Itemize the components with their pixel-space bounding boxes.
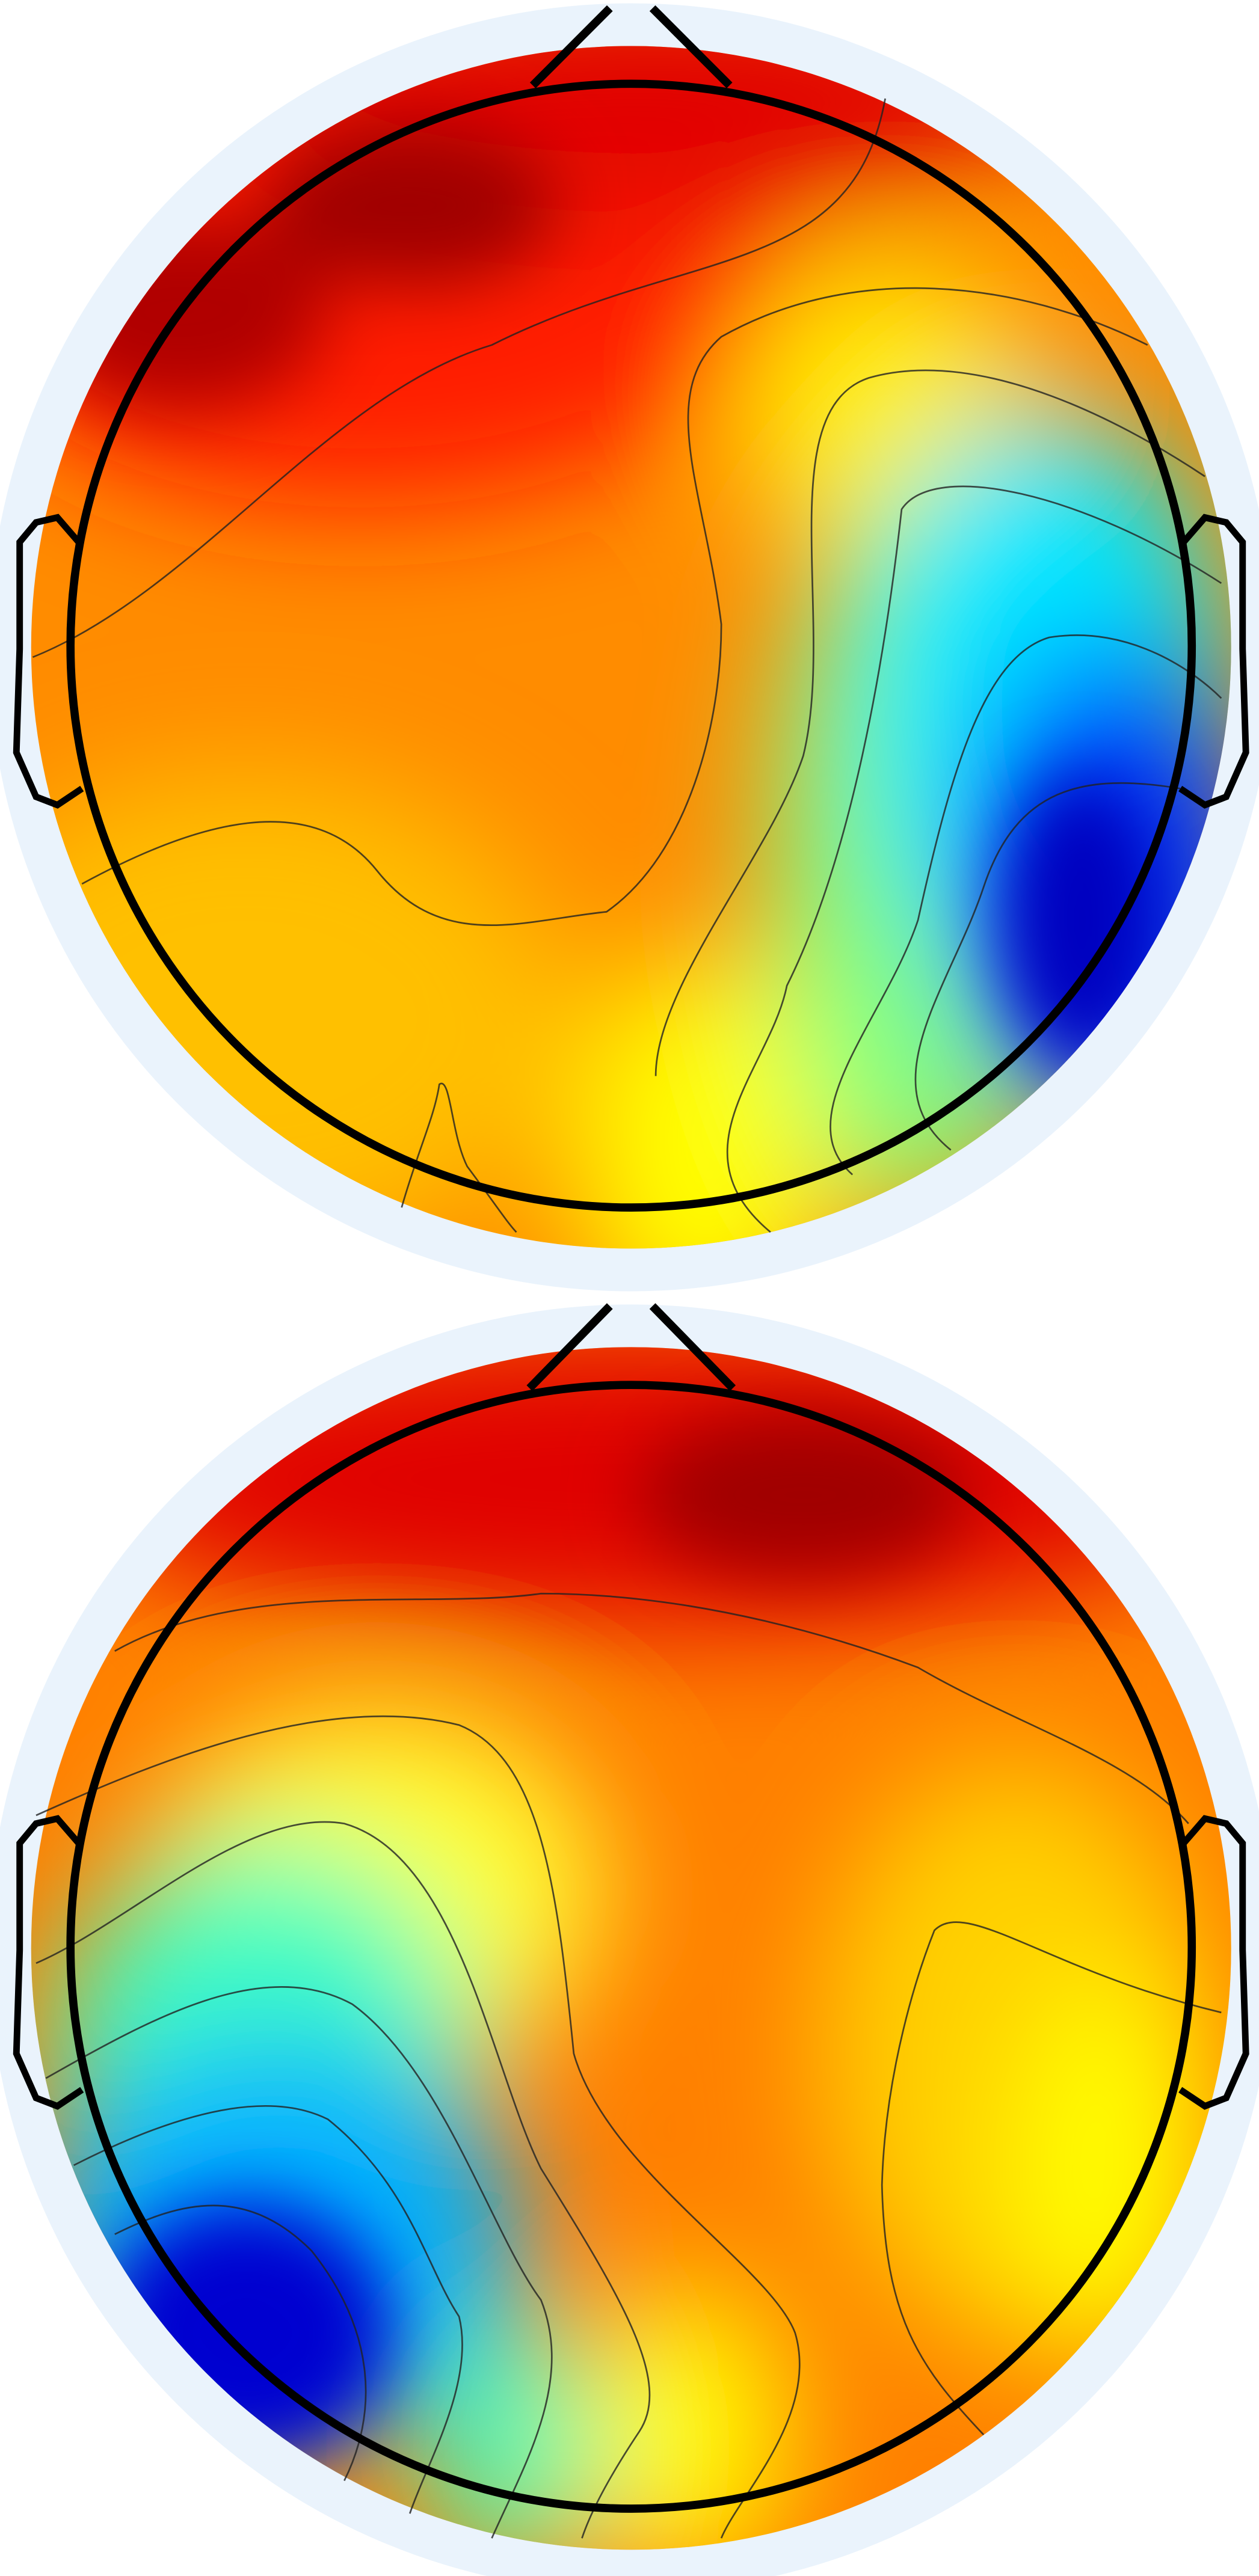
nose xyxy=(529,5,733,88)
nose xyxy=(526,1303,736,1391)
head-outline xyxy=(66,79,1196,1212)
head-outline xyxy=(66,1381,1196,2513)
topomap-top xyxy=(0,3,1259,1292)
topomap-bottom xyxy=(0,1303,1259,2576)
left-ear xyxy=(13,1815,84,2110)
contours xyxy=(35,1592,1222,2539)
right-ear xyxy=(1178,514,1249,809)
left-ear xyxy=(13,514,84,809)
contours xyxy=(32,98,1222,1233)
right-ear xyxy=(1178,1815,1249,2110)
